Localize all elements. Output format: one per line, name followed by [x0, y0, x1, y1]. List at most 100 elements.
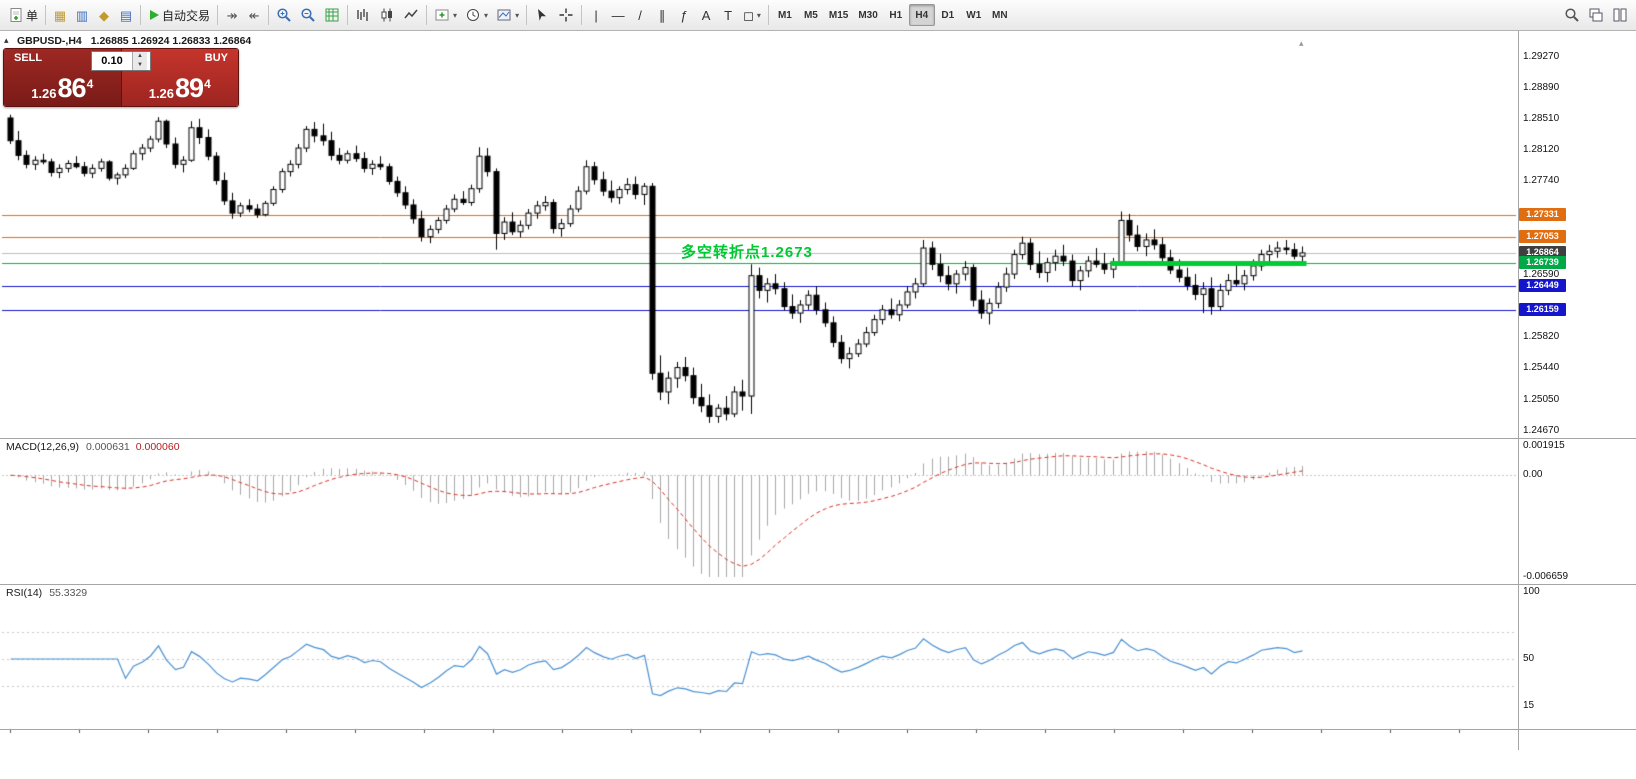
zoomin-icon [276, 7, 292, 23]
cursor-button[interactable] [530, 3, 554, 27]
macd-axis-label: 0.00 [1523, 469, 1543, 481]
text-label-button[interactable]: A [695, 3, 717, 27]
clock-icon [465, 7, 481, 23]
vertical-line-icon: | [594, 7, 598, 23]
tf-m15-button[interactable]: M15 [824, 4, 853, 26]
toolbar-separator [140, 5, 142, 25]
macd-value-2: 0.000060 [135, 441, 180, 453]
volume-input[interactable] [92, 52, 132, 70]
tf-d1-button[interactable]: D1 [935, 4, 961, 26]
price-level-badge: 1.26864 [1519, 245, 1566, 259]
chart-shift-marker: ▴ [1299, 38, 1304, 48]
channel-button[interactable]: ∥ [651, 3, 673, 27]
search-icon [1564, 7, 1580, 23]
rsi-axis-label: 100 [1523, 586, 1540, 597]
horizontal-line-icon: — [611, 7, 625, 23]
arrows-button[interactable]: T [717, 3, 739, 27]
tf-h1-button[interactable]: H1 [883, 4, 909, 26]
price-level-badge: 1.26739 [1519, 255, 1566, 269]
channel-icon: ∥ [658, 7, 666, 23]
price-level-badge: 1.27053 [1519, 230, 1566, 244]
tf-w1-button[interactable]: W1 [961, 4, 987, 26]
rsi-value: 55.3329 [49, 587, 88, 599]
search-button[interactable] [1560, 3, 1584, 27]
rsi-indicator-label: RSI(14) 55.3329 [6, 587, 87, 599]
tf-h4-button[interactable]: H4 [908, 4, 935, 26]
macd-axis-label: 0.001915 [1523, 440, 1565, 451]
text-label-icon: A [701, 7, 711, 23]
terminal-button[interactable]: ▤ [115, 3, 137, 27]
candlestick-type-button[interactable] [375, 3, 399, 27]
data-window-icon: ▥ [75, 7, 89, 23]
windows-icon [1588, 7, 1604, 23]
fibonacci-button[interactable]: ƒ [673, 3, 695, 27]
panel-resize-handle[interactable] [0, 438, 1636, 439]
time-axis[interactable]: 20 Nov 201821 Nov 08:0022 Nov 16:0026 No… [0, 730, 1518, 750]
window-cascade-button[interactable] [1584, 3, 1608, 27]
chevron-down-icon: ▾ [756, 10, 761, 20]
rsi-name: RSI(14) [6, 587, 43, 599]
buy-button-label: BUY [204, 52, 228, 64]
price-level-badge: 1.26159 [1519, 302, 1566, 316]
tf-m5-button[interactable]: M5 [798, 4, 824, 26]
template-icon [496, 7, 512, 23]
volume-input-group: ▲ ▼ [91, 51, 151, 71]
tf-m1-button[interactable]: M1 [772, 4, 798, 26]
chart-shift-button[interactable]: ↠ [221, 3, 243, 27]
new-chart-button[interactable]: ▾ [430, 3, 461, 27]
candles-icon [379, 7, 395, 23]
shapes-button[interactable]: ◻ ▾ [739, 3, 765, 27]
toolbar-separator [268, 5, 270, 25]
navigator-button[interactable]: ◆ [93, 3, 115, 27]
zoom-out-button[interactable] [296, 3, 320, 27]
sell-price-base: 1.26 [31, 86, 57, 101]
line-chart-type-button[interactable] [399, 3, 423, 27]
windows2-icon [1612, 7, 1628, 23]
price-axis-label: 1.26590 [1523, 268, 1560, 280]
horizontal-line-button[interactable]: — [607, 3, 629, 27]
macd-axis-label: -0.006659 [1523, 571, 1569, 582]
templates-button[interactable]: ▾ [492, 3, 523, 27]
tf-mn-button[interactable]: MN [987, 4, 1013, 26]
chart-symbol-period: GBPUSD-,H4 [17, 35, 82, 47]
volume-decrease-button[interactable]: ▼ [133, 61, 147, 70]
auto-scroll-button[interactable]: ↞ [243, 3, 265, 27]
autotrading-button[interactable]: 自动交易 [144, 3, 214, 27]
grid-button[interactable] [320, 3, 344, 27]
tf-m30-button[interactable]: M30 [853, 4, 882, 26]
new-order-button[interactable]: 单 [4, 3, 42, 27]
one-click-toggle-button[interactable]: ▴ [4, 35, 9, 45]
play-icon [148, 9, 160, 21]
trendline-button[interactable]: / [629, 3, 651, 27]
toolbar-separator [526, 5, 528, 25]
toolbar-separator [45, 5, 47, 25]
chevron-down-icon: ▾ [453, 10, 458, 20]
periods-button[interactable]: ▾ [461, 3, 492, 27]
market-watch-button[interactable]: ▦ [49, 3, 71, 27]
panel-resize-handle[interactable] [0, 584, 1636, 585]
navigator-icon: ◆ [99, 7, 110, 23]
sell-price: 1.26 86 4 [4, 68, 121, 106]
price-axis-border [1518, 31, 1519, 750]
order-icon [8, 7, 24, 23]
price-axis[interactable] [1519, 32, 1636, 729]
market-watch-icon: ▦ [53, 7, 67, 23]
price-axis-label: 1.28120 [1523, 144, 1560, 156]
bar-chart-type-button[interactable] [351, 3, 375, 27]
toolbar-separator [767, 5, 769, 25]
toolbar-separator [581, 5, 583, 25]
vertical-line-button[interactable]: | [585, 3, 607, 27]
data-window-button[interactable]: ▥ [71, 3, 93, 27]
terminal-icon: ▤ [119, 7, 133, 23]
chart-title: GBPUSD-,H4 1.26885 1.26924 1.26833 1.268… [17, 35, 251, 47]
crosshair-button[interactable] [554, 3, 578, 27]
volume-increase-button[interactable]: ▲ [133, 52, 147, 61]
time-axis-border [0, 729, 1636, 730]
price-axis-label: 1.25050 [1523, 394, 1560, 406]
zoom-in-button[interactable] [272, 3, 296, 27]
buy-price-base: 1.26 [148, 86, 175, 101]
window-tile-button[interactable] [1608, 3, 1632, 27]
new-order-button-label: 单 [26, 8, 39, 23]
